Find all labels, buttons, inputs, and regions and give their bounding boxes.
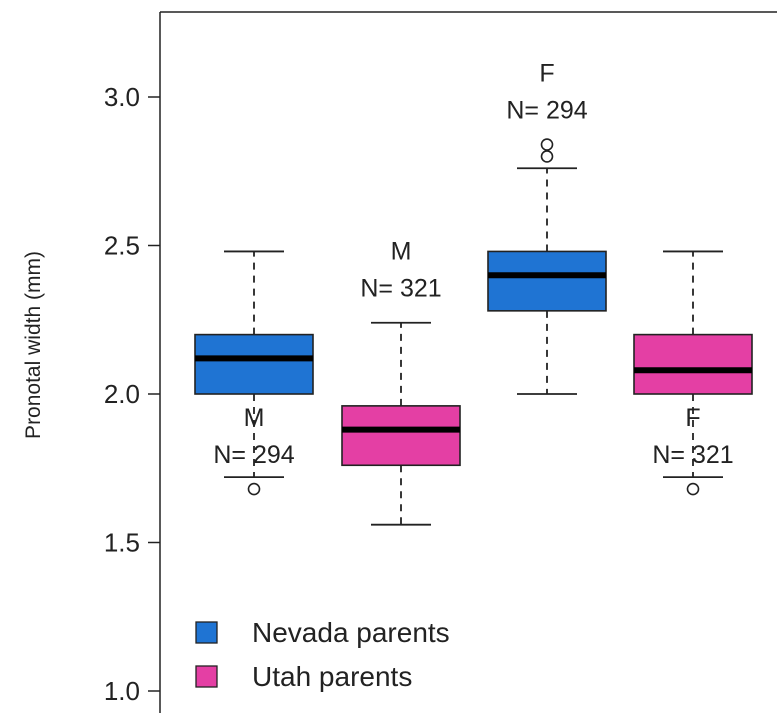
- y-tick-label: 2.5: [104, 231, 140, 261]
- legend-swatch-utah: [195, 665, 218, 688]
- sex-label: F: [539, 60, 554, 88]
- y-tick-label: 1.0: [104, 676, 140, 706]
- n-label: N= 294: [213, 441, 294, 469]
- iqr-box: [633, 333, 753, 395]
- box-group: M N= 294 M N= 321 F N= 294 F N= 321: [194, 60, 753, 526]
- y-axis-label: Pronotal width (mm): [22, 251, 45, 439]
- legend-label-utah: Utah parents: [252, 661, 412, 692]
- outlier-point: [686, 482, 700, 496]
- outlier-point: [247, 482, 261, 496]
- box-2: M N= 321: [341, 238, 461, 526]
- y-axis-ticks: 1.0 1.5 2.0 2.5 3.0: [104, 82, 160, 706]
- y-tick-label: 3.0: [104, 82, 140, 112]
- box-3: F N= 294: [487, 60, 607, 395]
- outlier-point: [540, 138, 554, 151]
- n-label: N= 294: [506, 97, 587, 125]
- legend: Nevada parents Utah parents: [195, 617, 450, 692]
- iqr-box: [194, 333, 314, 395]
- sex-label: M: [391, 238, 412, 266]
- n-label: N= 321: [360, 275, 441, 303]
- sex-label: M: [244, 404, 265, 432]
- sex-label: F: [685, 404, 700, 432]
- box-1: M N= 294: [194, 250, 314, 496]
- outlier-point: [540, 150, 554, 163]
- y-tick-label: 2.0: [104, 379, 140, 409]
- iqr-box: [341, 405, 461, 467]
- legend-label-nevada: Nevada parents: [252, 617, 450, 648]
- n-label: N= 321: [652, 441, 733, 469]
- y-tick-label: 1.5: [104, 528, 140, 558]
- legend-swatch-nevada: [195, 621, 218, 644]
- box-4: F N= 321: [633, 250, 753, 496]
- iqr-box: [487, 250, 607, 312]
